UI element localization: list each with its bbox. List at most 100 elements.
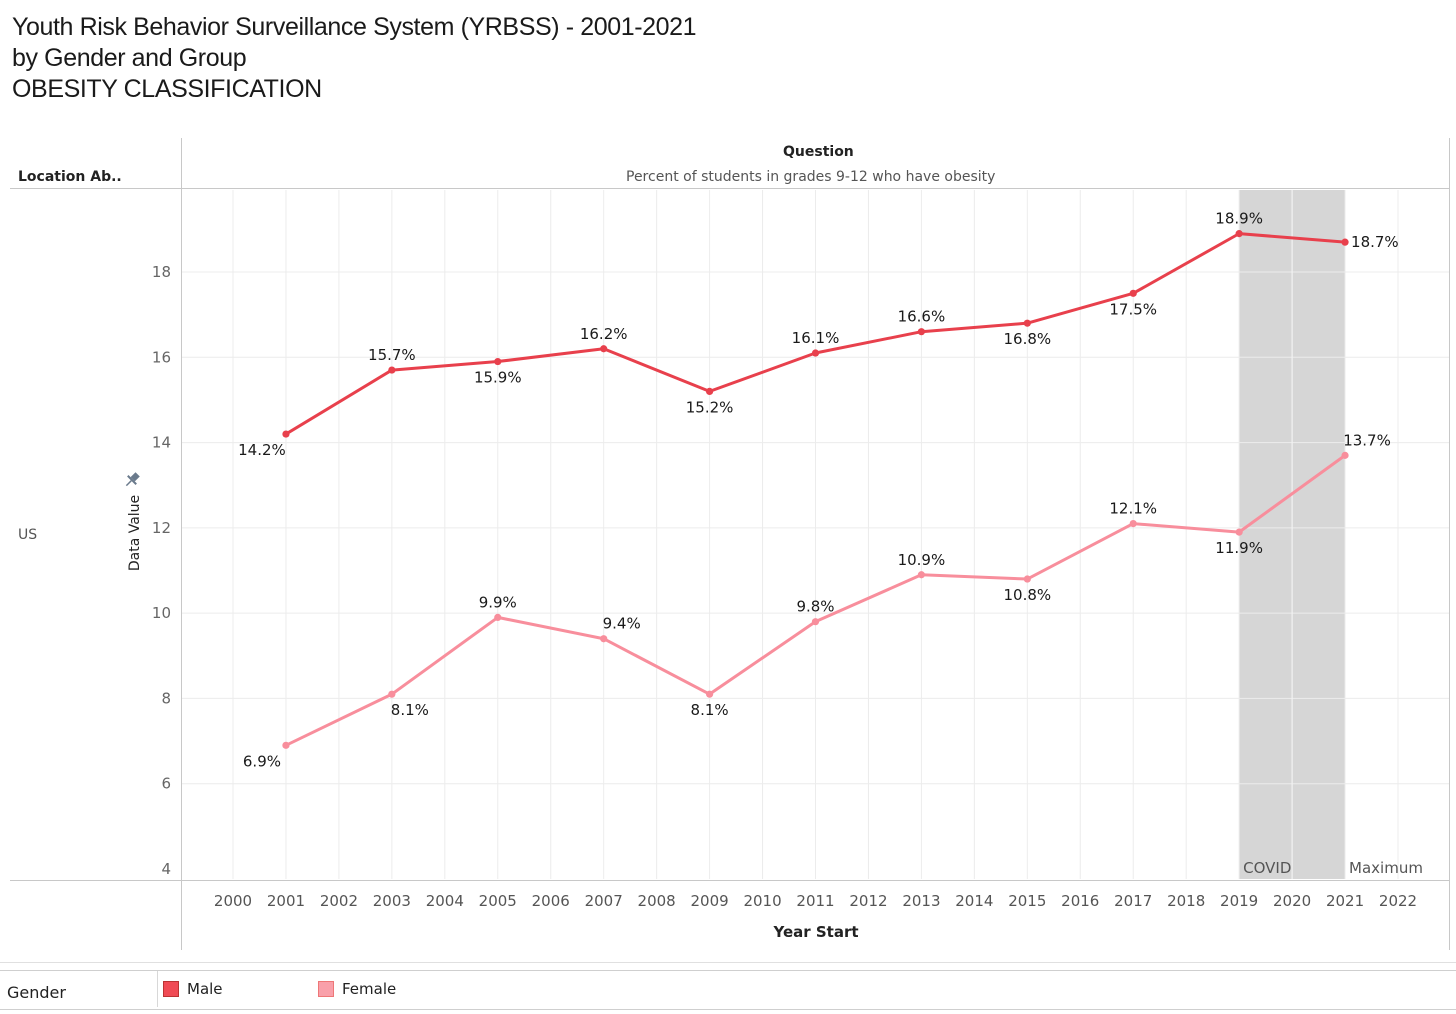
right-border <box>1449 138 1450 950</box>
x-tick-label: 2018 <box>1167 892 1205 910</box>
axis-layer: 4 6 8 10 12 14 16 18 2000 2001 2002 2003 2004 2005 200… <box>125 263 1417 941</box>
chart-title: Youth Risk Behavior Surveillance System … <box>12 13 697 41</box>
series-layer <box>282 230 1349 749</box>
data-label: 12.1% <box>1109 500 1157 518</box>
x-tick-label: 2013 <box>902 892 940 910</box>
y-tick-label: 10 <box>152 604 171 622</box>
x-tick-label: 2000 <box>214 892 252 910</box>
row-header-divider <box>181 138 182 950</box>
y-tick-label: 18 <box>152 263 171 281</box>
legend-title: Gender <box>7 983 66 1002</box>
line-chart: 4 6 8 10 12 14 16 18 2000 2001 2002 2003 2004 2005 200… <box>125 190 1449 941</box>
row-label-us: US <box>18 527 38 543</box>
male-swatch-icon <box>163 981 179 997</box>
y-tick-label: 8 <box>161 689 171 707</box>
x-tick-label: 2021 <box>1326 892 1364 910</box>
x-tick-label: 2006 <box>532 892 570 910</box>
x-tick-label: 2001 <box>267 892 305 910</box>
data-label: 8.1% <box>691 701 729 719</box>
x-tick-label: 2011 <box>796 892 834 910</box>
legend-item-male[interactable]: Male <box>163 978 223 1000</box>
x-tick-label: 2005 <box>479 892 517 910</box>
data-label: 8.1% <box>391 701 429 719</box>
plot-bottom-rule <box>10 880 1450 881</box>
title-block: Youth Risk Behavior Surveillance System … <box>12 12 697 105</box>
chart-classification: OBESITY CLASSIFICATION <box>12 75 322 103</box>
x-tick-label: 2019 <box>1220 892 1258 910</box>
x-tick-label: 2009 <box>690 892 728 910</box>
data-point-male <box>917 328 926 336</box>
data-label: 9.8% <box>796 598 834 616</box>
x-tick-label: 2004 <box>426 892 464 910</box>
covid-label: COVID <box>1243 859 1291 877</box>
data-point-female <box>494 613 502 622</box>
data-point-female <box>705 690 714 698</box>
data-label: 10.9% <box>898 551 946 569</box>
data-point-female <box>1129 519 1137 528</box>
data-point-male <box>1341 238 1349 246</box>
data-label: 15.2% <box>686 398 734 416</box>
legend-divider <box>157 971 158 1007</box>
data-point-male <box>811 349 820 357</box>
header-bottom-rule <box>10 188 1450 189</box>
data-label: 15.7% <box>368 346 416 364</box>
data-point-male <box>388 366 396 374</box>
x-tick-label: 2014 <box>955 892 993 910</box>
data-point-female <box>388 690 396 698</box>
legend-item-female[interactable]: Female <box>318 978 396 1000</box>
data-point-female <box>1341 451 1349 459</box>
grid-layer <box>182 190 1449 879</box>
x-axis-title: Year Start <box>772 923 858 941</box>
pin-icon <box>125 472 140 487</box>
female-swatch-icon <box>318 981 334 997</box>
x-tick-label: 2012 <box>849 892 887 910</box>
y-tick-label: 14 <box>152 434 171 452</box>
data-label: 11.9% <box>1215 539 1263 557</box>
data-point-female <box>917 571 926 579</box>
data-point-male <box>705 387 714 395</box>
chart-subtitle: by Gender and Group <box>12 44 247 72</box>
legend: Gender Male Female <box>0 970 1456 1010</box>
data-point-male <box>600 345 608 353</box>
data-label: 16.6% <box>898 308 946 326</box>
data-label: 16.2% <box>580 325 628 343</box>
data-label: 18.9% <box>1215 210 1263 228</box>
label-layer: COVID Maximum 14.2% 15.7% 15.9% 16.2% 15.2% 16.… <box>238 210 1423 877</box>
data-label: 6.9% <box>243 752 281 770</box>
data-label: 15.9% <box>474 369 522 387</box>
data-point-female <box>1235 528 1243 536</box>
footer-rule <box>0 962 1456 963</box>
data-label: 9.9% <box>479 593 517 611</box>
y-tick-label: 6 <box>161 775 171 793</box>
data-label: 9.4% <box>603 615 641 633</box>
maximum-label: Maximum <box>1349 859 1423 877</box>
data-point-male <box>1023 319 1031 327</box>
question-header[interactable]: Question <box>783 144 854 160</box>
data-point-female <box>600 635 608 643</box>
x-tick-label: 2008 <box>638 892 676 910</box>
x-tick-label: 2016 <box>1061 892 1099 910</box>
x-tick-label: 2017 <box>1114 892 1152 910</box>
data-label: 13.7% <box>1343 431 1391 449</box>
data-label: 10.8% <box>1003 586 1051 604</box>
question-value: Percent of students in grades 9-12 who h… <box>626 169 996 185</box>
location-header[interactable]: Location Ab.. <box>18 169 122 185</box>
x-tick-label: 2002 <box>320 892 358 910</box>
x-tick-label: 2007 <box>585 892 623 910</box>
x-tick-label: 2003 <box>373 892 411 910</box>
x-tick-label: 2010 <box>743 892 781 910</box>
x-tick-label: 2015 <box>1008 892 1046 910</box>
data-point-female <box>282 741 290 749</box>
data-label: 16.1% <box>792 329 840 347</box>
data-point-male <box>282 430 290 438</box>
data-label: 14.2% <box>238 441 286 459</box>
legend-label-male: Male <box>187 980 223 998</box>
x-tick-label: 2022 <box>1379 892 1417 910</box>
data-point-male <box>494 357 502 366</box>
data-label: 18.7% <box>1351 233 1399 251</box>
y-tick-label: 12 <box>152 519 171 537</box>
legend-label-female: Female <box>342 980 397 998</box>
data-label: 17.5% <box>1109 300 1157 318</box>
data-label: 16.8% <box>1003 330 1051 348</box>
y-tick-label: 4 <box>161 860 171 878</box>
